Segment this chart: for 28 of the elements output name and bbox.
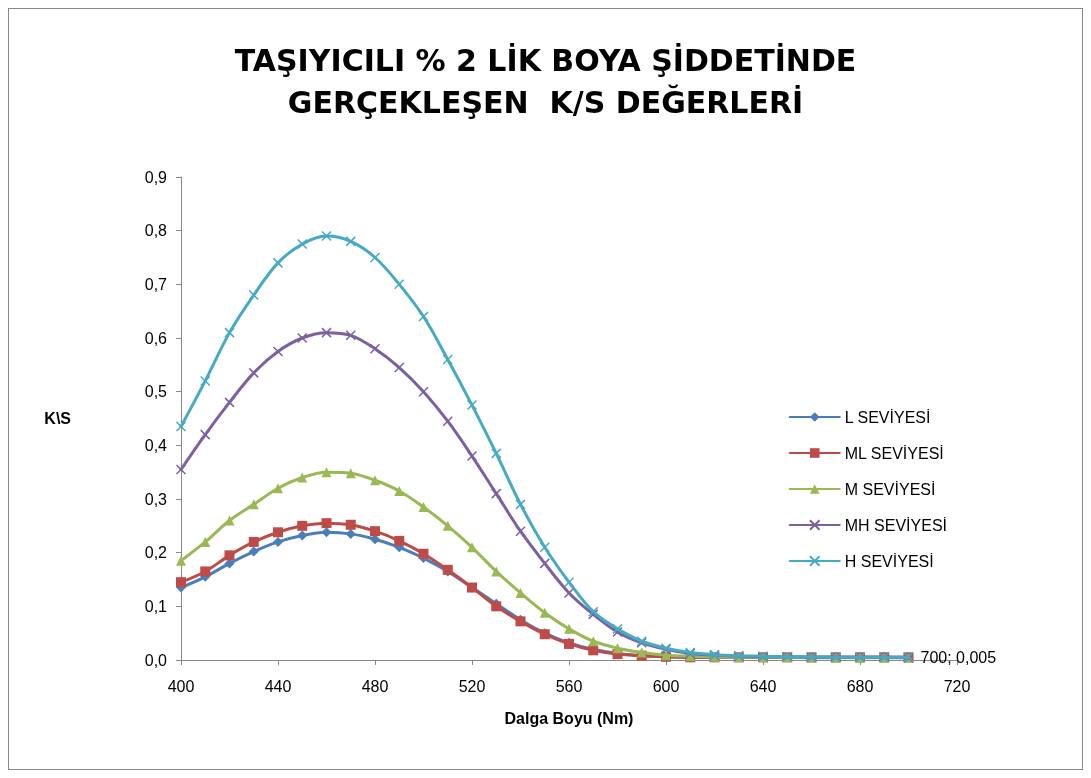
annotation: 700; 0,005 — [920, 648, 997, 666]
x-tick-label: 520 — [458, 677, 486, 695]
legend-label: H SEVİYESİ — [844, 551, 934, 570]
y-tick-label: 0,4 — [144, 436, 168, 454]
legend-label: M SEVİYESİ — [844, 479, 936, 498]
legend-label: MH SEVİYESİ — [844, 515, 947, 534]
x-tick-label: 400 — [167, 677, 195, 695]
y-axis-title: K\S — [44, 410, 72, 427]
y-tick-label: 0,0 — [144, 651, 168, 669]
y-tick-label: 0,7 — [144, 275, 168, 293]
y-tick-label: 0,6 — [144, 329, 168, 347]
y-tick-label: 0,8 — [144, 222, 168, 240]
x-tick-label: 560 — [555, 677, 583, 695]
y-tick-label: 0,5 — [144, 383, 168, 401]
y-tick-label: 0,3 — [144, 490, 168, 508]
x-tick-label: 640 — [749, 677, 777, 695]
y-tick-label: 0,2 — [144, 544, 168, 562]
y-tick-label: 0,1 — [144, 597, 168, 615]
y-tick-label: 0,9 — [144, 168, 168, 186]
legend-label: L SEVİYESİ — [844, 407, 931, 426]
chart-title: TAŞIYICILI % 2 LİK BOYA ŞİDDETİNDE GERÇEKLEŞEN K/S DEĞERLERİ — [234, 42, 857, 120]
x-tick-label: 600 — [652, 677, 680, 695]
x-tick-label: 440 — [264, 677, 292, 695]
x-tick-label: 720 — [943, 677, 971, 695]
x-axis-title: Dalga Boyu (Nm) — [504, 709, 634, 727]
x-tick-label: 480 — [361, 677, 389, 695]
x-tick-label: 680 — [846, 677, 874, 695]
legend-label: ML SEVİYESİ — [844, 443, 944, 462]
